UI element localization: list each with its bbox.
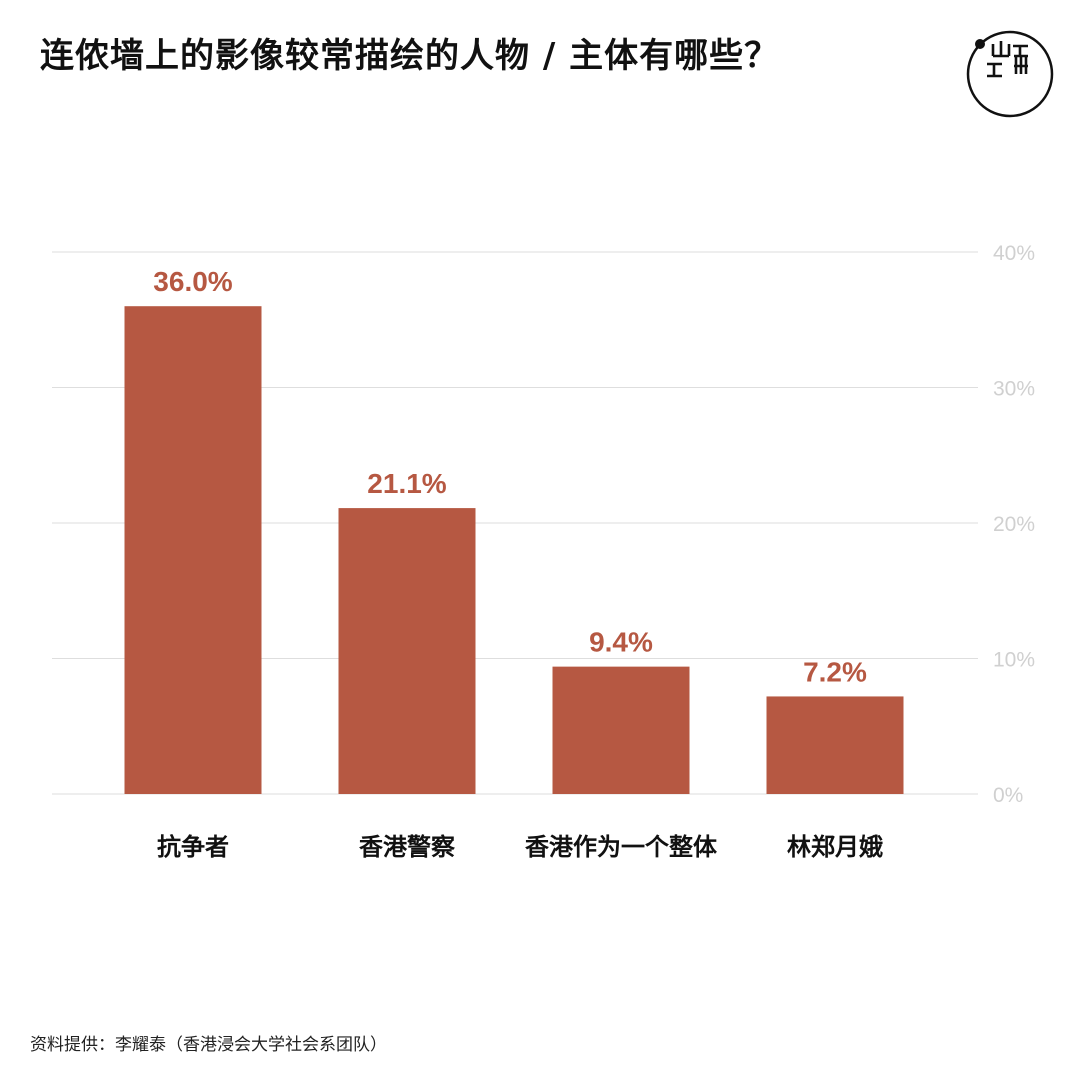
- x-axis-categories: 抗争者 香港警察 香港作为一个整体 林郑月娥: [157, 833, 883, 861]
- category-label: 林郑月娥: [787, 833, 883, 861]
- bars: [124, 306, 904, 794]
- y-tick-label: 20%: [993, 513, 1035, 536]
- category-label: 香港警察: [359, 833, 456, 861]
- data-label: 21.1%: [367, 468, 446, 499]
- chart-title: 连侬墙上的影像较常描绘的人物 / 主体有哪些？: [40, 36, 780, 76]
- source-note: 资料提供：李耀泰（香港浸会大学社会系团队）: [30, 1035, 387, 1055]
- data-labels: 36.0% 21.1% 9.4% 7.2%: [153, 266, 867, 687]
- y-tick-label: 0%: [993, 784, 1023, 807]
- y-axis-ticks: 0% 10% 20% 30% 40%: [993, 242, 1035, 807]
- bar: [124, 306, 262, 794]
- bar: [766, 696, 904, 794]
- brand-logo: [966, 30, 1054, 118]
- data-label: 36.0%: [153, 266, 232, 297]
- y-tick-label: 40%: [993, 242, 1035, 265]
- category-label: 香港作为一个整体: [525, 833, 718, 861]
- y-tick-label: 30%: [993, 378, 1035, 401]
- y-tick-label: 10%: [993, 649, 1035, 672]
- bar: [552, 666, 690, 794]
- data-label: 9.4%: [589, 627, 653, 658]
- category-label: 抗争者: [157, 833, 229, 861]
- bar: [338, 508, 476, 794]
- data-label: 7.2%: [803, 656, 867, 687]
